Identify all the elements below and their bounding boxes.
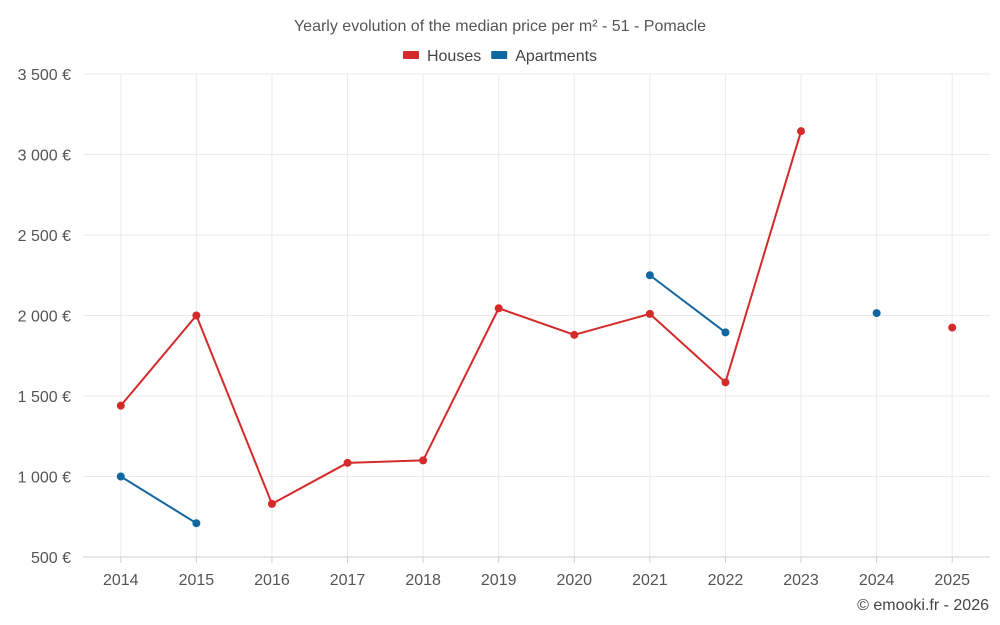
legend-item-apartments: Apartments <box>491 48 597 65</box>
x-tick-label: 2024 <box>859 572 895 589</box>
series-apartments <box>116 271 881 528</box>
apartments-point <box>721 328 730 337</box>
y-tick-label: 2 500 € <box>18 228 71 245</box>
x-tick-label: 2019 <box>481 572 517 589</box>
x-tick-label: 2025 <box>934 572 970 589</box>
houses-point <box>343 458 352 467</box>
legend-swatch <box>402 51 419 59</box>
x-tick-label: 2014 <box>103 572 139 589</box>
x-tick-label: 2015 <box>179 572 215 589</box>
houses-point <box>267 499 276 508</box>
apartments-point <box>872 309 881 318</box>
apartments-point <box>645 271 654 280</box>
apartments-point <box>116 472 125 481</box>
x-tick-label: 2018 <box>405 572 441 589</box>
credit-text: © emooki.fr - 2026 <box>857 597 989 614</box>
apartments-point <box>192 519 201 528</box>
apartments-line <box>649 274 727 334</box>
y-tick-label: 3 000 € <box>18 148 71 165</box>
axes: 500 € 1 000 € 1 500 € 2 000 € 2 500 € 3 000 €… <box>18 67 990 589</box>
legend: Houses Apartments <box>402 48 597 65</box>
houses-point <box>419 456 428 465</box>
legend-swatch <box>491 51 508 59</box>
houses-point <box>721 378 730 387</box>
legend-item-houses: Houses <box>402 48 481 65</box>
grid <box>83 73 990 557</box>
x-tick-label: 2020 <box>556 572 592 589</box>
x-tick-label: 2021 <box>632 572 668 589</box>
houses-point <box>116 401 125 410</box>
apartments-line <box>120 475 197 525</box>
x-tick-label: 2017 <box>330 572 366 589</box>
houses-point <box>494 304 503 313</box>
x-tick-label: 2016 <box>254 572 290 589</box>
houses-line <box>120 130 802 505</box>
x-tick-label: 2023 <box>783 572 819 589</box>
houses-point <box>645 309 654 318</box>
y-tick-label: 2 000 € <box>18 309 71 326</box>
y-tick-label: 1 000 € <box>18 470 71 487</box>
x-tick-label: 2022 <box>708 572 744 589</box>
houses-point <box>192 311 201 320</box>
chart-title: Yearly evolution of the median price per… <box>294 18 706 35</box>
y-tick-label: 500 € <box>31 550 71 567</box>
legend-label: Houses <box>427 48 481 65</box>
series-layer <box>116 127 957 528</box>
y-tick-label: 1 500 € <box>18 389 71 406</box>
houses-point <box>570 330 579 339</box>
series-houses <box>116 127 957 508</box>
houses-point <box>797 127 806 136</box>
houses-point <box>948 323 957 332</box>
legend-label: Apartments <box>515 48 597 65</box>
y-tick-label: 3 500 € <box>18 67 71 84</box>
